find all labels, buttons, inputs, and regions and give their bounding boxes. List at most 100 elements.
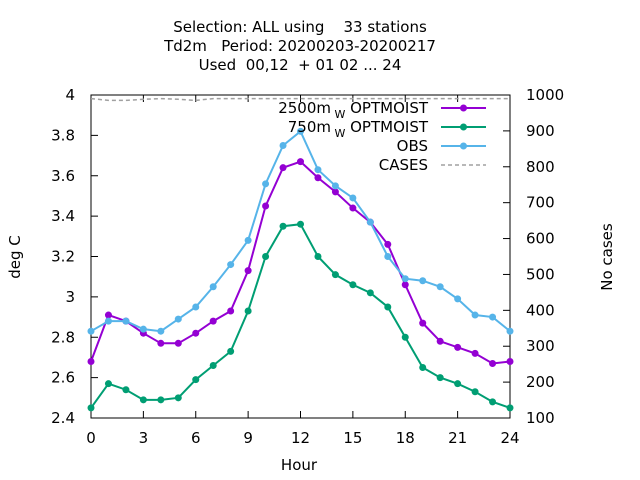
series-0-point-21 [454,343,462,351]
series-2-point-3 [139,325,147,333]
series-2-point-9 [244,236,252,244]
series-2-point-20 [436,283,444,291]
x-tick-label-0: 0 [86,429,96,447]
chart-title-line-1: Selection: ALL using 33 stations [173,18,427,36]
x-tick-label-7: 21 [448,429,467,447]
series-1-point-8 [227,347,235,355]
series-1-point-22 [471,388,479,396]
series-0-point-20 [436,337,444,345]
series-1-point-16 [366,289,374,297]
y2-tick-label-4: 500 [526,265,555,283]
series-2-point-0 [87,327,95,335]
y2-tick-label-2: 300 [526,337,555,355]
x-tick-label-4: 12 [291,429,310,447]
y-tick-label-0: 2.4 [51,409,75,427]
series-1-point-1 [104,380,112,388]
series-2-point-23 [489,313,497,321]
plot-frame [90,94,511,419]
series-2-point-21 [454,295,462,303]
series-0-point-1 [104,311,112,319]
y2-tick-label-8: 900 [526,122,555,140]
series-0-point-18 [401,281,409,289]
series-line-1 [90,223,511,409]
series-1-point-19 [419,364,427,372]
series-2-point-2 [122,317,130,325]
series-layer [87,97,514,412]
series-0-point-12 [297,158,304,166]
series-2-point-7 [209,283,217,291]
series-1-point-20 [436,374,444,382]
series-line-0 [90,160,511,365]
series-0-point-13 [314,174,322,182]
legend-label-3: CASES [379,156,428,174]
series-1-point-10 [262,253,270,260]
series-0-point-14 [331,188,339,196]
series-1-point-13 [314,253,322,260]
legend-marker-2 [460,142,467,150]
y-tick-label-1: 2.6 [51,369,75,387]
series-1-point-14 [331,271,339,279]
series-0-point-4 [157,339,165,347]
series-0-point-24 [506,357,514,365]
series-2-point-16 [366,218,374,226]
y-axis-label: deg C [6,235,24,279]
y-tick-label-2: 2.8 [51,328,75,346]
y2-axis-label: No cases [598,223,616,291]
legend-label-1: 750m W OPTMOIST [288,118,429,140]
series-2-point-22 [471,311,479,319]
series-1-point-9 [244,307,252,315]
y2-tick-label-5: 600 [526,230,555,248]
y2-tick-label-1: 200 [526,373,555,391]
series-0-point-8 [227,307,235,315]
series-0-point-5 [174,339,182,347]
x-tick-label-6: 18 [396,429,415,447]
series-0-point-15 [349,204,357,212]
series-2-point-6 [192,303,200,311]
x-axis-label: Hour [281,456,318,474]
series-2-point-5 [174,315,182,323]
series-1-point-18 [401,333,409,341]
series-1-point-23 [489,398,497,406]
y2-tick-label-3: 400 [526,301,555,319]
x-tick-label-1: 3 [139,429,149,447]
series-1-point-21 [454,380,462,388]
series-0-point-22 [471,349,479,357]
series-1-point-5 [174,394,182,402]
x-tick-label-5: 15 [343,429,362,447]
series-0-point-7 [209,317,217,325]
series-1-point-4 [157,396,165,404]
axis-ticks: 0 3 6 9 12 15 18 21 24 2.4 2.6 2.8 3 3.2 3.4 3.6 3.8 4 100… [51,86,564,447]
series-0-point-0 [87,357,95,365]
series-2-point-1 [104,317,112,325]
series-0-point-19 [419,319,427,327]
chart-title-line-3: Used 00,12 + 01 02 ... 24 [198,56,402,74]
y-tick-label-6: 3.6 [51,167,75,185]
x-tick-label-8: 24 [500,429,519,447]
legend-label-0: 2500m W OPTMOIST [278,99,429,121]
x-tick-label-2: 6 [191,429,201,447]
y-tick-label-4: 3.2 [51,248,75,266]
chart-title-line-2: Td2m Period: 20200203-20200217 [164,37,436,55]
series-2-point-24 [506,327,514,335]
series-2-point-14 [331,182,339,190]
y2-tick-label-0: 100 [526,409,555,427]
series-1-point-12 [297,220,304,228]
series-1-point-0 [87,404,95,412]
series-2-point-19 [419,277,427,285]
series-2-point-13 [314,166,322,174]
series-1-point-2 [122,386,130,394]
y2-tick-label-6: 700 [526,194,555,212]
series-1-point-7 [209,362,217,370]
series-0-point-17 [384,240,392,248]
series-2-point-4 [157,327,165,335]
legend-marker-0 [460,104,467,112]
series-0-point-23 [489,359,497,367]
y-tick-label-5: 3.4 [51,207,75,225]
x-tick-label-3: 9 [243,429,253,447]
series-2-point-12 [297,127,304,135]
series-1-point-3 [139,396,147,404]
series-2-point-8 [227,261,235,269]
y-tick-label-8: 4 [65,86,75,104]
